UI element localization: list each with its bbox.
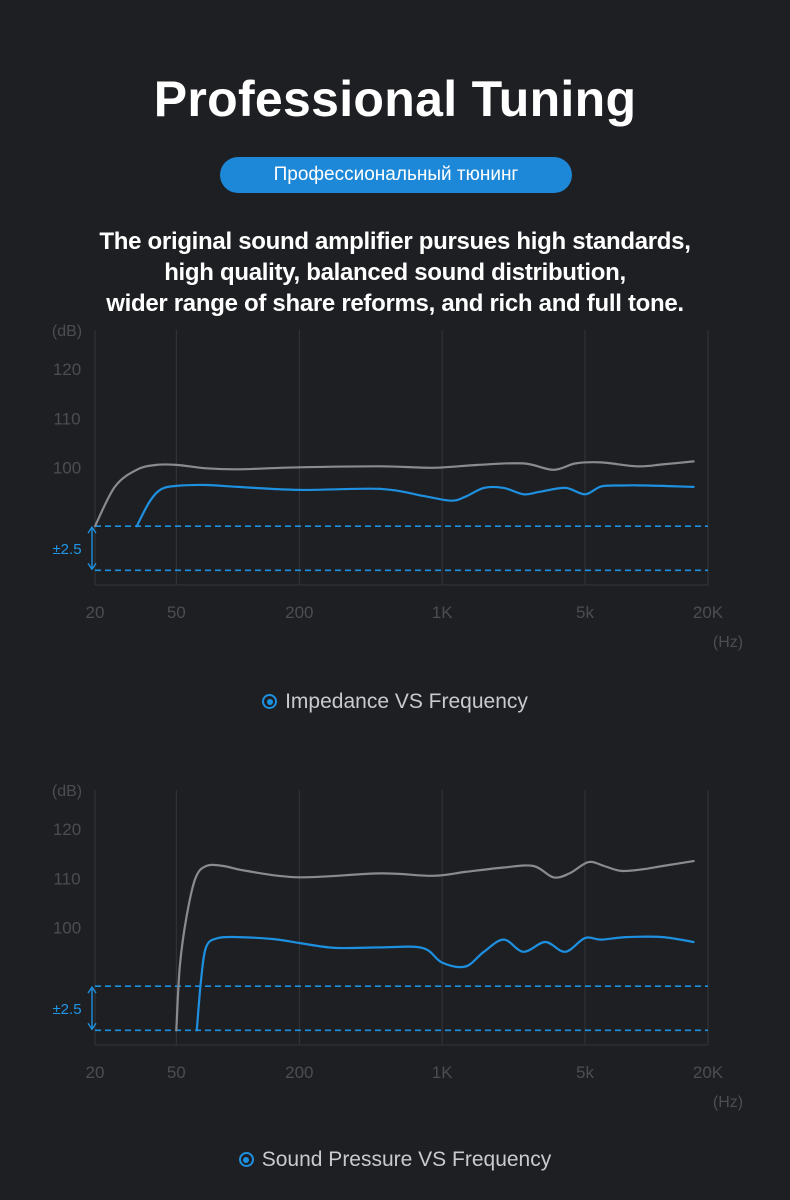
description-line: high quality, balanced sound distributio… (164, 259, 626, 286)
y-tick-label: 120 (53, 360, 81, 379)
page-title: Professional Tuning (153, 71, 637, 127)
y-tick-label: 100 (53, 918, 81, 937)
caption-label: Sound Pressure VS Frequency (261, 1148, 552, 1171)
x-tick-label: 20 (86, 1063, 105, 1082)
description-line: The original sound amplifier pursues hig… (99, 228, 691, 255)
band-label: ±2.5 (52, 541, 81, 558)
x-unit-label: (Hz) (713, 1094, 743, 1111)
x-tick-label: 50 (167, 603, 186, 622)
x-tick-label: 1K (432, 603, 453, 622)
gray-series-line (93, 460, 695, 528)
caption-label: Impedance VS Frequency (285, 690, 528, 713)
y-tick-label: 120 (53, 820, 81, 839)
x-tick-label: 200 (285, 603, 313, 622)
band-arrow-down-icon (87, 562, 97, 571)
impedance-chart-caption: Impedance VS Frequency (0, 690, 790, 714)
y-tick-label: 100 (53, 458, 81, 477)
band-arrow-down-icon (87, 1022, 97, 1031)
y-tick-label: 110 (53, 409, 80, 428)
x-tick-label: 20K (693, 1063, 724, 1082)
x-tick-label: 1K (432, 1063, 453, 1082)
band-label: ±2.5 (52, 1001, 81, 1018)
description-line: wider range of share reforms, and rich a… (106, 290, 684, 317)
x-unit-label: (Hz) (713, 634, 743, 651)
blue-series-line (195, 935, 695, 1032)
x-tick-label: 200 (285, 1063, 313, 1082)
x-tick-label: 20K (693, 603, 724, 622)
x-tick-label: 5k (576, 603, 594, 622)
x-tick-label: 5k (576, 1063, 594, 1082)
radio-dot-icon (262, 694, 278, 709)
sound-pressure-chart: (dB) 120 110 100 20 50 200 1K 5k 20K (Hz) ±2.5 (52, 783, 743, 1111)
x-tick-label: 20 (86, 603, 105, 622)
y-unit-label: (dB) (52, 323, 82, 340)
x-tick-label: 50 (167, 1063, 186, 1082)
subtitle-pill: Профессиональный тюнинг (220, 157, 572, 193)
radio-dot-icon (238, 1152, 254, 1167)
y-tick-label: 110 (53, 869, 80, 888)
gray-series-line (175, 860, 695, 1032)
y-unit-label: (dB) (52, 783, 82, 800)
description: The original sound amplifier pursues hig… (0, 226, 790, 319)
impedance-chart: (dB) 120 110 100 20 50 200 1K 5k 20K (Hz) ±2.5 (52, 323, 743, 651)
sound-pressure-chart-caption: Sound Pressure VS Frequency (0, 1148, 790, 1172)
blue-series-line (135, 483, 695, 528)
band-arrow-up-icon (87, 525, 97, 534)
band-arrow-up-icon (87, 985, 97, 994)
